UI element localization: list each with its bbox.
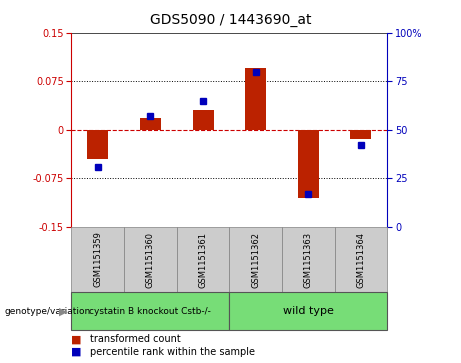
Text: GSM1151361: GSM1151361	[199, 232, 207, 287]
Bar	[298, 130, 319, 198]
Text: GSM1151360: GSM1151360	[146, 232, 155, 287]
Bar	[193, 110, 213, 130]
Text: ▶: ▶	[59, 306, 67, 316]
Text: GDS5090 / 1443690_at: GDS5090 / 1443690_at	[150, 13, 311, 27]
Text: GSM1151362: GSM1151362	[251, 232, 260, 287]
Text: GSM1151363: GSM1151363	[304, 232, 313, 287]
Bar	[245, 68, 266, 130]
Bar	[140, 118, 161, 130]
Text: cystatin B knockout Cstb-/-: cystatin B knockout Cstb-/-	[89, 307, 211, 316]
Text: GSM1151364: GSM1151364	[356, 232, 366, 287]
Text: ■: ■	[71, 334, 82, 344]
Bar	[350, 130, 372, 139]
Text: GSM1151359: GSM1151359	[93, 232, 102, 287]
Text: percentile rank within the sample: percentile rank within the sample	[90, 347, 255, 357]
Text: wild type: wild type	[283, 306, 334, 316]
Text: transformed count: transformed count	[90, 334, 181, 344]
Text: ■: ■	[71, 347, 82, 357]
Text: genotype/variation: genotype/variation	[5, 307, 91, 316]
Bar	[87, 130, 108, 159]
